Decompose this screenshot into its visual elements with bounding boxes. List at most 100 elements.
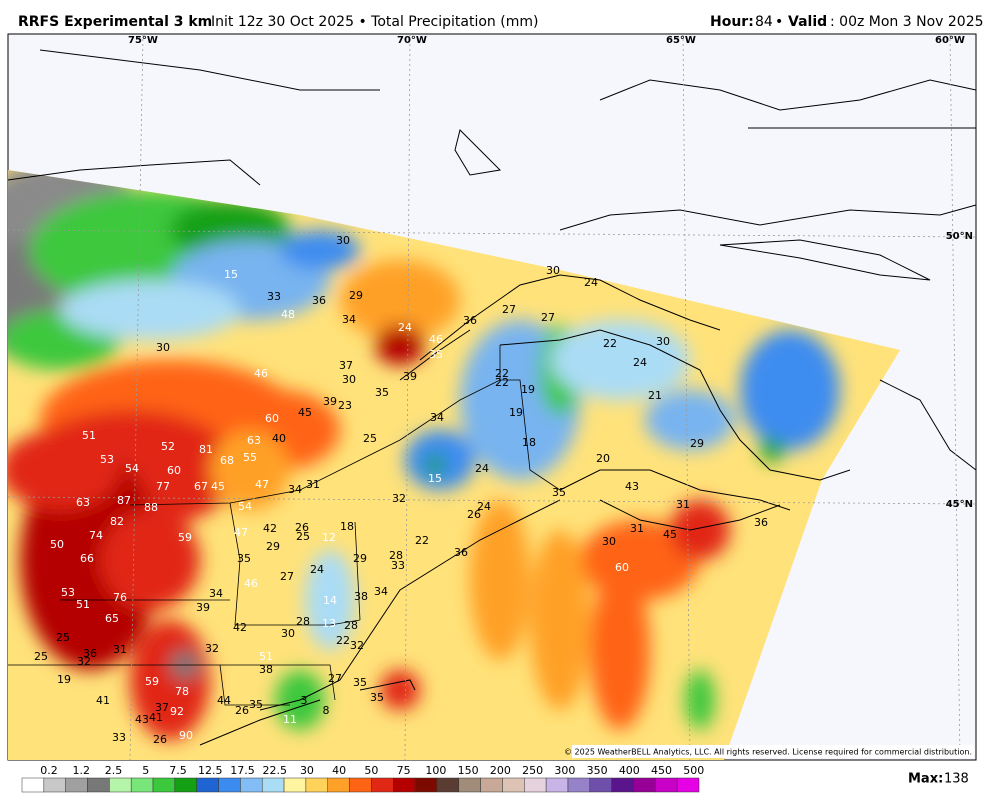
precip-area — [60, 280, 240, 340]
precip-value: 20 — [596, 452, 610, 465]
precip-value: 63 — [76, 496, 90, 509]
precip-value: 31 — [306, 478, 320, 491]
precip-area — [685, 670, 715, 730]
colorbar-tick: 300 — [554, 764, 575, 777]
separator: • — [775, 14, 783, 30]
colorbar-swatch — [109, 777, 132, 793]
precip-value: 54 — [125, 462, 139, 475]
precip-value: 52 — [161, 440, 175, 453]
precip-value: 30 — [546, 264, 560, 277]
precip-value: 48 — [281, 308, 295, 321]
precip-value: 51 — [259, 650, 273, 663]
precip-value: 15 — [428, 472, 442, 485]
precip-value: 11 — [283, 713, 297, 726]
precip-value: 35 — [375, 386, 389, 399]
colorbar-swatch — [480, 777, 503, 793]
precip-area — [470, 500, 530, 660]
precip-value: 24 — [477, 500, 491, 513]
precip-value: 43 — [625, 480, 639, 493]
precip-value: 60 — [167, 464, 181, 477]
field-blobs — [8, 170, 840, 740]
precip-value: 19 — [57, 673, 71, 686]
colorbar-swatch — [502, 777, 525, 793]
precip-value: 82 — [110, 515, 124, 528]
precip-value: 34 — [342, 313, 356, 326]
precip-value: 24 — [633, 356, 647, 369]
precip-value: 24 — [398, 321, 412, 334]
precip-value: 28 — [389, 549, 403, 562]
precip-value: 36 — [454, 546, 468, 559]
precip-value: 35 — [370, 691, 384, 704]
precip-value: 76 — [113, 591, 127, 604]
precip-value: 53 — [100, 453, 114, 466]
precip-value: 30 — [281, 627, 295, 640]
precip-value: 47 — [255, 478, 269, 491]
precip-value: 38 — [259, 663, 273, 676]
colorbar-tick: 400 — [619, 764, 640, 777]
colorbar-tick: 50 — [364, 764, 378, 777]
borders — [8, 345, 561, 706]
precip-area — [740, 330, 840, 450]
precip-value: 54 — [238, 500, 252, 513]
colorbar-tick: 17.5 — [230, 764, 255, 777]
precip-value: 23 — [338, 399, 352, 412]
colorbar-tick: 7.5 — [169, 764, 187, 777]
colorbar-swatch — [87, 777, 110, 793]
graticule — [7, 33, 977, 761]
precip-value: 26 — [235, 704, 249, 717]
precip-area — [375, 325, 425, 365]
colorbar-swatch — [633, 777, 656, 793]
precip-value: 34 — [288, 483, 302, 496]
precip-value: 12 — [322, 531, 336, 544]
precip-value: 46 — [429, 333, 443, 346]
precip-value: 24 — [310, 563, 324, 576]
precip-value: 36 — [754, 516, 768, 529]
colorbar-swatch — [676, 777, 700, 793]
precip-value: 30 — [602, 535, 616, 548]
precip-value: 31 — [113, 643, 127, 656]
colorbar-swatch — [218, 777, 241, 793]
precip-value: 18 — [522, 436, 536, 449]
precip-area — [130, 620, 210, 740]
precip-area — [340, 260, 460, 340]
precip-value: 35 — [552, 486, 566, 499]
precip-value: 24 — [584, 276, 598, 289]
precip-area — [210, 430, 290, 510]
precip-area — [280, 230, 360, 270]
precip-value: 27 — [328, 672, 342, 685]
lat-label: 45°N — [946, 499, 973, 510]
precip-value: 45 — [298, 406, 312, 419]
precip-value: 18 — [340, 520, 354, 533]
colorbar-swatch — [130, 777, 154, 793]
precip-value: 36 — [312, 294, 326, 307]
hour-label: Hour: — [710, 14, 754, 30]
precip-value: 27 — [541, 311, 555, 324]
max-label: Max: — [908, 772, 943, 787]
colorbar-tick: 30 — [300, 764, 314, 777]
precip-value: 33 — [267, 290, 281, 303]
precip-value: 25 — [363, 432, 377, 445]
colorbar-tick: 0.2 — [40, 764, 58, 777]
colorbar-tick: 75 — [397, 764, 411, 777]
precip-value: 44 — [217, 694, 231, 707]
colorbar-swatch — [458, 777, 481, 793]
precip-value: 27 — [280, 570, 294, 583]
precip-value: 39 — [196, 601, 210, 614]
hour: 84 — [755, 14, 773, 30]
colorbar-tick: 100 — [425, 764, 446, 777]
precip-value: 43 — [135, 713, 149, 726]
colorbar-tick: 5 — [142, 764, 149, 777]
lat-label: 50°N — [946, 231, 973, 242]
colorbar-swatch — [589, 777, 612, 793]
precip-value: 36 — [83, 647, 97, 660]
precip-value: 46 — [244, 577, 258, 590]
run-info: Init 12z 30 Oct 2025 • Total Precipitati… — [211, 14, 538, 30]
precip-value: 22 — [495, 376, 509, 389]
valid-label: Valid — [788, 14, 827, 30]
precip-value: 34 — [430, 411, 444, 424]
precip-area — [670, 500, 730, 560]
precip-value: 59 — [145, 675, 159, 688]
precip-value: 28 — [296, 615, 310, 628]
